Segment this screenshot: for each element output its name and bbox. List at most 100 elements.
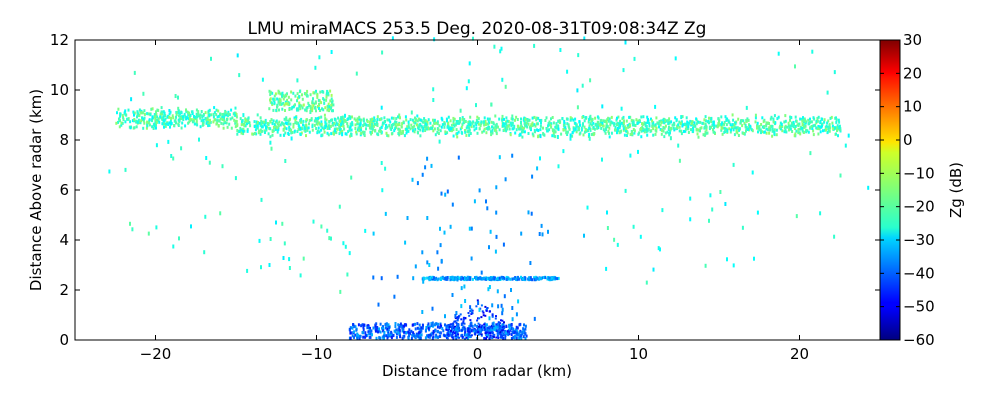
reflectivity-cell: [775, 133, 778, 137]
reflectivity-cell: [490, 130, 492, 134]
reflectivity-cell: [366, 120, 369, 123]
reflectivity-cell: [151, 125, 154, 129]
reflectivity-cell: [279, 102, 281, 106]
reflectivity-cell: [829, 116, 832, 120]
reflectivity-cell: [816, 119, 819, 123]
reflectivity-cell: [529, 276, 532, 280]
reflectivity-cell: [161, 112, 163, 116]
reflectivity-cell: [505, 120, 508, 124]
reflectivity-cell: [452, 327, 455, 329]
reflectivity-cell: [335, 121, 338, 125]
reflectivity-cell: [485, 131, 488, 135]
reflectivity-cell: [663, 135, 666, 139]
reflectivity-cell: [495, 336, 498, 339]
reflectivity-cell: [468, 226, 471, 231]
reflectivity-cell: [758, 125, 761, 129]
reflectivity-cell: [121, 114, 124, 118]
reflectivity-cell: [623, 125, 626, 129]
reflectivity-cell: [309, 106, 312, 109]
reflectivity-cell: [368, 126, 371, 130]
reflectivity-cell: [411, 177, 414, 182]
reflectivity-cell: [329, 125, 332, 128]
reflectivity-cell: [173, 124, 176, 127]
reflectivity-cell: [471, 324, 474, 328]
reflectivity-cell: [769, 127, 772, 131]
reflectivity-cell: [835, 118, 838, 122]
reflectivity-cell: [426, 120, 429, 124]
reflectivity-cell: [479, 328, 482, 332]
reflectivity-cell: [426, 260, 429, 265]
reflectivity-cell: [490, 120, 493, 124]
reflectivity-cell: [543, 133, 546, 137]
reflectivity-cell: [297, 121, 300, 125]
reflectivity-cell: [485, 323, 488, 327]
reflectivity-cell: [336, 127, 339, 131]
reflectivity-cell: [138, 121, 141, 125]
reflectivity-cell: [305, 118, 308, 122]
reflectivity-cell: [525, 124, 528, 128]
reflectivity-cell: [411, 323, 414, 327]
reflectivity-cell: [222, 116, 225, 120]
reflectivity-cell: [296, 96, 299, 100]
reflectivity-cell: [706, 131, 709, 135]
reflectivity-cell: [463, 333, 466, 337]
reflectivity-cell: [491, 131, 494, 135]
reflectivity-cell: [358, 117, 361, 121]
reflectivity-cell: [148, 123, 151, 127]
reflectivity-cell: [170, 116, 172, 120]
reflectivity-cell: [541, 232, 544, 237]
reflectivity-cell: [279, 133, 282, 137]
reflectivity-cell: [478, 323, 481, 327]
reflectivity-cell: [766, 121, 769, 125]
reflectivity-cell: [446, 119, 448, 123]
reflectivity-cell: [195, 108, 198, 112]
reflectivity-cell: [770, 124, 773, 128]
reflectivity-cell: [476, 115, 479, 119]
reflectivity-cell: [341, 120, 344, 124]
reflectivity-cell: [276, 130, 279, 134]
reflectivity-cell: [795, 129, 798, 133]
reflectivity-cell: [316, 131, 319, 135]
reflectivity-cell: [313, 106, 316, 110]
reflectivity-cell: [794, 127, 796, 130]
reflectivity-cell: [606, 210, 608, 215]
reflectivity-cell: [821, 122, 824, 126]
reflectivity-cell: [445, 277, 448, 281]
reflectivity-cell: [583, 233, 585, 238]
reflectivity-cell: [348, 128, 351, 132]
reflectivity-cell: [508, 323, 511, 328]
reflectivity-cell: [474, 323, 477, 327]
reflectivity-cell: [812, 129, 815, 133]
reflectivity-cell: [743, 121, 746, 125]
reflectivity-cell: [349, 134, 352, 138]
reflectivity-cell: [281, 91, 284, 95]
reflectivity-cell: [467, 120, 470, 124]
reflectivity-cell: [475, 119, 478, 122]
reflectivity-cell: [477, 333, 480, 336]
reflectivity-cell: [492, 126, 495, 130]
reflectivity-cell: [470, 256, 473, 261]
reflectivity-cell: [460, 323, 463, 327]
reflectivity-cell: [320, 128, 323, 132]
reflectivity-cell: [471, 312, 473, 314]
reflectivity-cell: [802, 116, 804, 120]
reflectivity-cell: [273, 94, 276, 98]
reflectivity-cell: [131, 119, 134, 123]
reflectivity-cell: [235, 113, 238, 117]
reflectivity-cell: [317, 116, 320, 120]
reflectivity-cell: [433, 37, 436, 42]
reflectivity-cell: [741, 225, 744, 230]
reflectivity-cell: [699, 129, 701, 133]
reflectivity-cell: [270, 146, 273, 151]
reflectivity-cell: [189, 118, 192, 122]
reflectivity-cell: [320, 122, 323, 126]
reflectivity-cell: [351, 334, 354, 338]
reflectivity-cell: [357, 122, 360, 126]
reflectivity-cell: [168, 112, 171, 116]
reflectivity-cell: [518, 335, 521, 339]
reflectivity-cell: [663, 121, 666, 125]
reflectivity-cell: [469, 123, 472, 127]
reflectivity-cell: [429, 333, 432, 337]
reflectivity-cell: [430, 324, 433, 328]
reflectivity-cell: [296, 78, 299, 83]
